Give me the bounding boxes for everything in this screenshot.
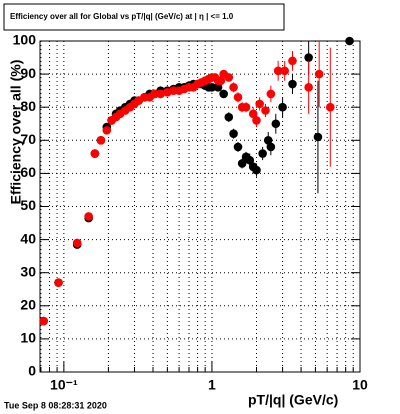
point — [271, 119, 281, 129]
y-tick-label: 70 — [20, 131, 36, 147]
point — [288, 79, 297, 89]
point — [213, 83, 223, 92]
point — [266, 142, 276, 152]
point — [241, 102, 251, 112]
point — [273, 66, 283, 76]
point — [278, 102, 287, 112]
point — [39, 316, 48, 326]
point — [313, 132, 323, 142]
point — [261, 106, 270, 115]
y-tick-label: 20 — [20, 297, 36, 313]
point — [229, 129, 238, 138]
point — [280, 66, 289, 76]
point — [252, 165, 261, 175]
y-tick-label: 0 — [28, 363, 36, 379]
point — [248, 109, 258, 119]
point — [216, 76, 226, 86]
point — [314, 69, 324, 79]
x-tick-label: 10⁻¹ — [50, 377, 78, 393]
y-tick-label: 100 — [13, 32, 37, 48]
point — [233, 92, 243, 102]
point — [229, 83, 238, 92]
y-axis-label: Efficiency over all (%) — [8, 60, 24, 205]
y-tick-label: 40 — [20, 230, 36, 246]
point — [96, 136, 106, 145]
point — [304, 53, 313, 62]
y-tick-label: 80 — [20, 98, 36, 114]
point — [219, 89, 228, 99]
point — [288, 56, 297, 66]
point — [252, 116, 261, 125]
point — [224, 112, 234, 122]
point — [224, 73, 234, 82]
point — [54, 278, 63, 287]
point — [258, 149, 267, 158]
footer: Tue Sep 8 08:28:31 2020 — [4, 400, 107, 410]
x-tick-label: 10 — [352, 377, 368, 393]
point — [150, 89, 159, 99]
y-tick-label: 50 — [20, 197, 36, 213]
title-box — [3, 3, 285, 31]
point — [156, 89, 165, 99]
point — [233, 142, 243, 152]
y-tick-label: 30 — [20, 263, 36, 279]
point — [84, 212, 93, 221]
point — [237, 159, 247, 168]
x-tick-label: 1 — [208, 377, 216, 393]
point — [345, 36, 354, 46]
point — [255, 99, 264, 109]
point — [245, 155, 255, 165]
point — [304, 83, 313, 92]
point — [266, 89, 276, 99]
y-tick-label: 60 — [20, 164, 36, 180]
y-tick-label: 90 — [20, 65, 36, 81]
point — [207, 83, 217, 92]
point — [72, 238, 82, 248]
plot-frame — [39, 40, 361, 373]
y-tick-label: 10 — [20, 330, 36, 346]
point — [90, 149, 100, 158]
point — [325, 102, 335, 112]
point — [102, 126, 112, 135]
x-axis-label: pT/|q| (GeV/c) — [248, 392, 338, 408]
chart-title: Efficiency over all for Global vs pT/|q|… — [10, 12, 234, 21]
